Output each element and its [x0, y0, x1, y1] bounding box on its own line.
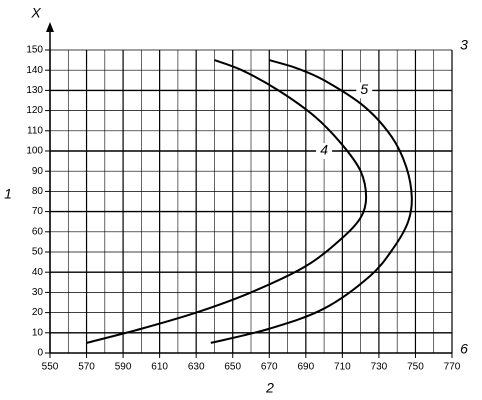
x-tick-label: 610: [151, 362, 168, 373]
x-tick-label: 770: [444, 362, 461, 373]
x-tick-label: 730: [371, 362, 388, 373]
y-tick-label: 80: [32, 186, 44, 197]
x-tick-label: 590: [115, 362, 132, 373]
x-tick-label: 630: [188, 362, 205, 373]
label-bg: [316, 143, 333, 159]
y-tick-label: 140: [26, 65, 43, 76]
y-tick-label: 110: [27, 125, 43, 136]
annotation: 3: [460, 37, 468, 53]
y-tick-label: 100: [26, 146, 43, 157]
y-tick-label: 40: [32, 267, 44, 278]
y-axis-label: X: [30, 5, 41, 21]
y-tick-label: 70: [32, 206, 44, 217]
y-tick-label: 130: [26, 85, 43, 96]
x-tick-label: 570: [78, 362, 95, 373]
annotation: 1: [4, 186, 12, 202]
y-tick-label: 10: [32, 327, 44, 338]
y-tick-label: 60: [32, 226, 44, 237]
y-tick-label: 30: [32, 287, 44, 298]
annotation: 2: [265, 380, 274, 396]
axis-arrow: [46, 22, 54, 32]
line: [210, 59, 413, 344]
x-tick-label: 690: [297, 362, 314, 373]
y-tick-label: 90: [32, 166, 44, 177]
line: [86, 59, 368, 344]
x-tick-label: 750: [407, 362, 424, 373]
series-label: 4: [320, 142, 328, 158]
y-tick-label: 20: [32, 307, 44, 318]
y-tick-label: 50: [32, 247, 44, 258]
x-tick-label: 650: [224, 362, 241, 373]
annotation: 6: [460, 341, 468, 357]
y-tick-label: 0: [37, 348, 43, 359]
series-label: 5: [360, 81, 368, 97]
label-bg: [356, 82, 373, 99]
x-tick-label: 710: [334, 362, 351, 373]
x-tick-label: 670: [261, 362, 278, 373]
y-tick-label: 120: [26, 105, 43, 116]
x-tick-label: 550: [42, 362, 59, 373]
y-tick-label: 150: [26, 45, 43, 56]
